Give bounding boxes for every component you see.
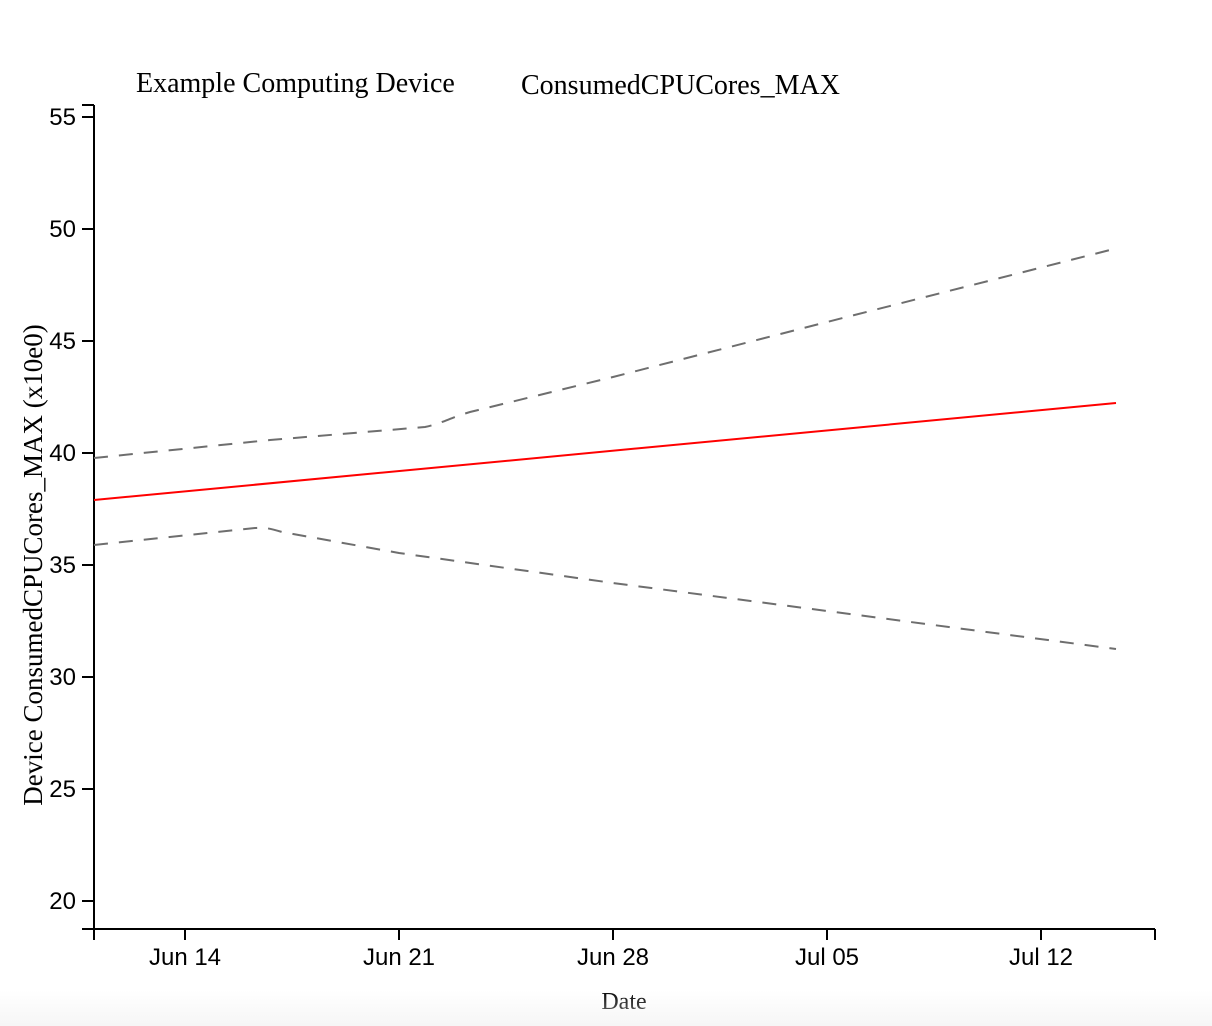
x-tick-labels: Jun 14 Jun 21 Jun 28 Jul 05 Jul 12 (149, 944, 1073, 971)
y-tick-label: 40 (49, 440, 76, 467)
x-tick-label: Jun 21 (363, 944, 435, 971)
lower-bound-line (93, 526, 1117, 650)
y-tick-label: 50 (49, 216, 76, 243)
x-tick-label: Jun 28 (577, 944, 649, 971)
x-tick-label: Jul 12 (1009, 944, 1073, 971)
y-tick-label: 55 (49, 104, 76, 131)
chart-title: Example Computing Device (136, 68, 455, 99)
forecast-line (93, 402, 1117, 501)
x-tick-label: Jul 05 (795, 944, 859, 971)
x-axis (82, 928, 1156, 940)
chart-subtitle: ConsumedCPUCores_MAX (521, 70, 840, 101)
y-tick-label: 45 (49, 328, 76, 355)
y-tick-label: 30 (49, 664, 76, 691)
x-tick-label: Jun 14 (149, 944, 221, 971)
bottom-shadow (0, 990, 1212, 1026)
upper-bound-line (93, 249, 1111, 459)
y-axis (82, 104, 95, 929)
y-tick-label: 25 (49, 776, 76, 803)
y-tick-label: 20 (49, 888, 76, 915)
y-tick-label: 35 (49, 552, 76, 579)
y-tick-labels: 55 50 45 40 35 30 25 20 (49, 104, 76, 915)
y-axis-label: Device ConsumedCPUCores_MAX (x10e0) (18, 324, 48, 805)
